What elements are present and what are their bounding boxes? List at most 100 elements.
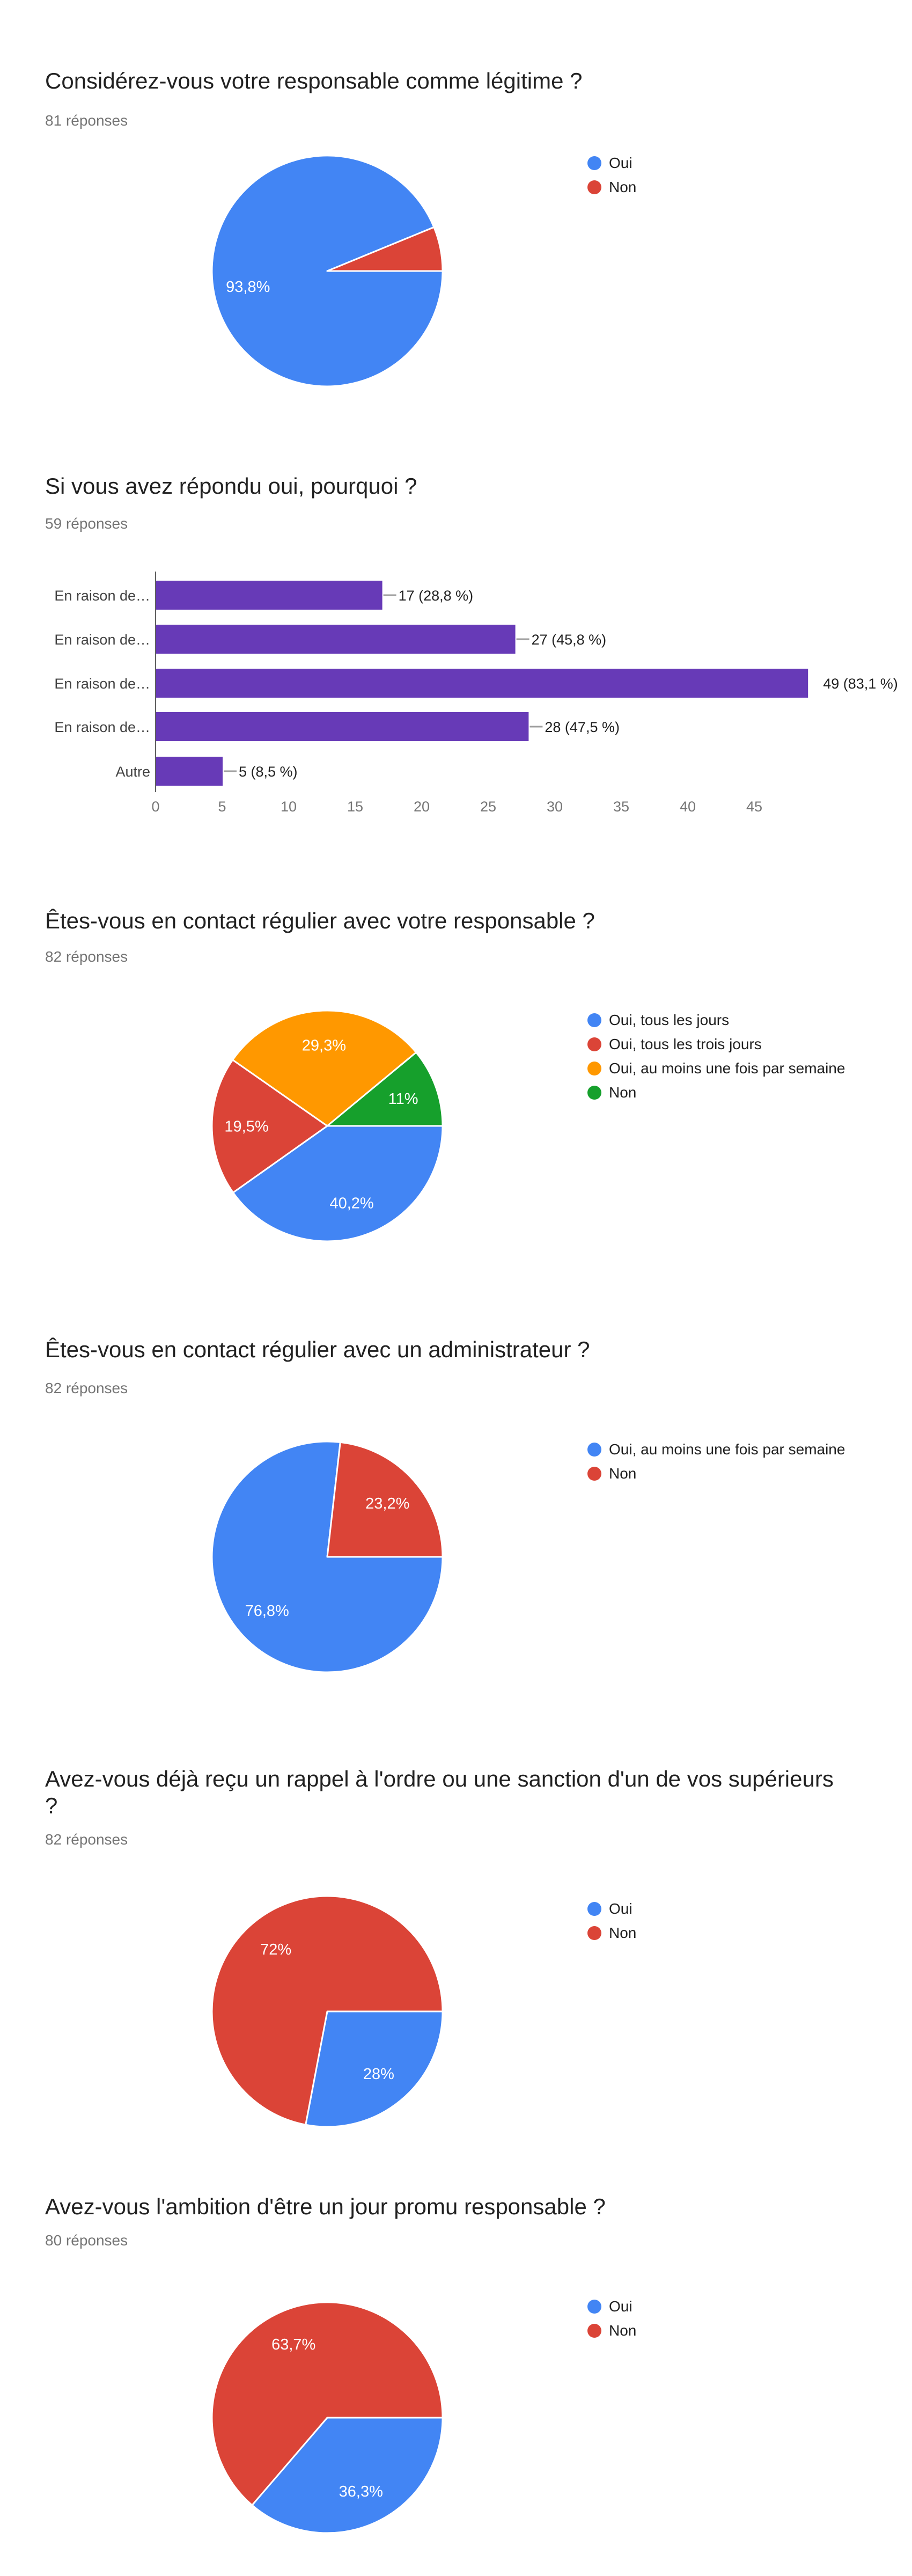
bar-category-label: En raison de… [54, 676, 150, 692]
chart-legend: Oui Non [587, 151, 636, 199]
pie-slice-percentage-label: 29,3% [302, 1037, 346, 1055]
legend-swatch-icon [587, 1085, 601, 1100]
legend-item-oui-tous-les-jours: Oui, tous les jours [587, 1008, 845, 1032]
pie-slice-oui-tous-les-trois-jours[interactable] [211, 1059, 328, 1194]
response-count: 82 réponses [45, 948, 128, 965]
legend-label: Non [609, 1924, 637, 1941]
pie-slice-percentage-label: 76,8% [245, 1602, 289, 1620]
legend-swatch-icon [587, 1037, 601, 1051]
pie-slice-non[interactable] [326, 226, 444, 272]
legend-swatch-icon [587, 1061, 601, 1075]
legend-label: Non [609, 1084, 637, 1101]
pie-slice-percentage-label: 72% [260, 1941, 291, 1958]
legend-label: Oui, au moins une fois par semaine [609, 1059, 845, 1077]
pie-slice-non[interactable] [326, 1441, 444, 1558]
legend-swatch-icon [587, 1466, 601, 1481]
x-axis-tick-label: 25 [480, 799, 496, 815]
chart-legend: Oui, tous les jours Oui, tous les trois j… [587, 1008, 845, 1104]
pie-chart-ambition[interactable]: 36,3% 63,7% [209, 2300, 445, 2536]
legend-label: Non [609, 178, 637, 195]
x-axis-tick-label: 30 [547, 799, 563, 815]
bar-value-label: 5 (8,5 %) [239, 764, 298, 780]
question-title: Avez-vous déjà reçu un rappel à l'ordre … [45, 1766, 834, 1818]
question-title: Avez-vous l'ambition d'être un jour prom… [45, 2194, 606, 2219]
legend-label: Non [609, 1465, 637, 1482]
response-count: 80 réponses [45, 2232, 128, 2249]
legend-item-non: Non [587, 1080, 845, 1104]
pie-chart-contact-administrateur[interactable]: 76,8% 23,2% [209, 1439, 445, 1675]
legend-label: Oui, au moins une fois par semaine [609, 1440, 845, 1458]
legend-swatch-icon [587, 1901, 601, 1916]
x-axis-tick-label: 15 [347, 799, 363, 815]
pie-chart-legitimite[interactable]: 93,8% [209, 153, 445, 389]
bar-category-label: En raison de… [54, 632, 150, 648]
bar-en-raison-de-0[interactable] [156, 581, 383, 610]
legend-item-oui-au-moins-une-fois-par-semaine: Oui, au moins une fois par semaine [587, 1437, 845, 1461]
bar-en-raison-de-2[interactable] [156, 669, 808, 698]
bar-category-label: En raison de… [54, 719, 150, 735]
bar-value-label: 27 (45,8 %) [532, 632, 607, 648]
pie-slice-percentage-label: 40,2% [329, 1195, 373, 1212]
question-title: Êtes-vous en contact régulier avec un ad… [45, 1337, 590, 1362]
legend-item-oui: Oui [587, 2294, 636, 2318]
bar-value-label: 17 (28,8 %) [399, 588, 474, 604]
response-count: 82 réponses [45, 1831, 128, 1848]
legend-item-oui: Oui [587, 1897, 636, 1921]
bar-category-label: En raison de… [54, 588, 150, 604]
x-axis-tick-label: 45 [746, 799, 762, 815]
legend-swatch-icon [587, 2323, 601, 2338]
pie-slice-oui[interactable] [251, 2417, 444, 2534]
x-axis-tick-label: 0 [151, 799, 159, 815]
legend-label: Oui [609, 2297, 632, 2315]
legend-swatch-icon [587, 1013, 601, 1027]
pie-slice-non[interactable] [211, 2301, 444, 2506]
pie-slice-percentage-label: 23,2% [365, 1495, 409, 1512]
bar-category-label: Autre [115, 764, 150, 780]
bar-en-raison-de-3[interactable] [156, 712, 529, 741]
legend-item-non: Non [587, 2318, 636, 2343]
response-count: 59 réponses [45, 515, 128, 532]
x-axis-tick-label: 35 [613, 799, 629, 815]
pie-slice-oui-au-moins-une-fois-par-semaine[interactable] [232, 1009, 417, 1127]
legend-item-oui-au-moins-une-fois-par-semaine: Oui, au moins une fois par semaine [587, 1056, 845, 1080]
pie-slice-non[interactable] [211, 1895, 444, 2126]
pie-slice-oui-tous-les-jours[interactable] [232, 1125, 444, 1242]
legend-label: Oui, tous les jours [609, 1011, 730, 1028]
legend-item-oui: Oui [587, 151, 636, 175]
legend-swatch-icon [587, 180, 601, 194]
x-axis-tick-label: 10 [281, 799, 297, 815]
pie-slice-percentage-label: 11% [388, 1091, 418, 1108]
bar-chart-pourquoi[interactable]: 17 (28,8 %) En raison de… 27 (45,8 %) En ra… [0, 558, 912, 816]
chart-legend: Oui, au moins une fois par semaine Non [587, 1437, 845, 1485]
x-axis-tick-label: 20 [414, 799, 430, 815]
pie-slice-percentage-label: 93,8% [226, 279, 270, 296]
legend-label: Oui [609, 1900, 632, 1917]
legend-swatch-icon [587, 2299, 601, 2314]
question-title: Si vous avez répondu oui, pourquoi ? [45, 473, 417, 499]
legend-item-non: Non [587, 175, 636, 199]
x-axis-tick-label: 5 [218, 799, 226, 815]
bar-autre-4[interactable] [156, 757, 223, 786]
bar-value-label: 49 (83,1 %) [823, 676, 898, 692]
legend-item-non: Non [587, 1921, 636, 1945]
pie-chart-sanction[interactable]: 28% 72% [209, 1893, 445, 2129]
legend-swatch-icon [587, 1926, 601, 1940]
pie-slice-percentage-label: 36,3% [339, 2483, 383, 2500]
pie-slice-percentage-label: 28% [363, 2066, 394, 2083]
legend-label: Non [609, 2322, 637, 2339]
response-count: 82 réponses [45, 1380, 128, 1396]
legend-item-oui-tous-les-trois-jours: Oui, tous les trois jours [587, 1032, 845, 1056]
pie-slice-non[interactable] [326, 1051, 444, 1127]
pie-chart-contact-responsable[interactable]: 40,2% 19,5% 29,3% 11% [209, 1008, 445, 1244]
bar-value-label: 28 (47,5 %) [545, 719, 620, 735]
pie-slice-percentage-label: 63,7% [271, 2336, 315, 2353]
question-title: Êtes-vous en contact régulier avec votre… [45, 908, 595, 933]
pie-slice-oui[interactable] [305, 2010, 444, 2128]
question-title: Considérez-vous votre responsable comme … [45, 68, 583, 93]
bar-en-raison-de-1[interactable] [156, 625, 516, 654]
legend-swatch-icon [587, 156, 601, 170]
legend-label: Oui, tous les trois jours [609, 1035, 762, 1052]
legend-label: Oui [609, 154, 632, 171]
response-count: 81 réponses [45, 112, 128, 129]
